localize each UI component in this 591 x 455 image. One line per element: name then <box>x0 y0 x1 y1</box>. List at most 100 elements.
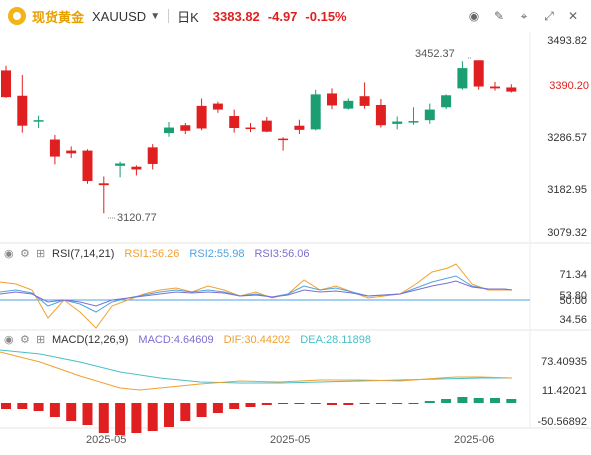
macd-bar <box>473 398 484 403</box>
dea-value: DEA:28.11898 <box>300 334 372 346</box>
macd-bar <box>392 403 403 404</box>
macd-bar <box>408 403 419 404</box>
macd-bar <box>1 403 11 409</box>
candle-body <box>98 183 109 186</box>
macd-axis-label: 11.42021 <box>541 385 587 397</box>
candle-body <box>115 163 126 166</box>
price-axis-label: 3182.95 <box>547 184 587 196</box>
macd-bar <box>278 403 289 404</box>
rsi-title: RSI(7,14,21) <box>52 248 115 260</box>
macd-axis-label: 73.40935 <box>541 356 587 368</box>
candle-body <box>196 105 207 129</box>
rsi3-value: RSI3:56.06 <box>254 248 310 260</box>
price-axis-label: 3493.82 <box>547 35 587 47</box>
header-bar: 现货黄金 XAUUSD ▼ 日K 3383.82 -4.97 -0.15% <box>0 0 591 32</box>
macd-bar <box>196 403 207 417</box>
candle-body <box>278 138 289 141</box>
low-annotation: 3120.77 <box>117 212 157 224</box>
macd-axis-label: -50.56892 <box>537 416 587 428</box>
macd-bar <box>229 403 240 409</box>
gear-icon[interactable]: ⚙ <box>20 248 30 260</box>
macd-bar <box>164 403 174 427</box>
macd-bar <box>441 399 452 403</box>
rsi-axis-label: 71.34 <box>559 269 587 281</box>
candle-body <box>375 104 386 126</box>
candle-body <box>359 96 370 106</box>
expand-icon[interactable]: ⤢ <box>544 9 554 23</box>
macd-histogram <box>1 397 517 435</box>
dif-value: DIF:30.44202 <box>223 334 291 346</box>
macd-bar <box>66 403 77 421</box>
rsi-axis-label: 34.56 <box>559 314 587 326</box>
candle-body <box>164 127 174 134</box>
macd-title: MACD(12,26,9) <box>52 334 129 346</box>
symbol-selector[interactable]: XAUUSD <box>92 8 147 24</box>
rsi-axis-label: 53.80 <box>559 290 587 302</box>
macd-bar <box>180 403 191 421</box>
rsi2-line <box>0 275 513 313</box>
candle-body <box>66 150 77 154</box>
eye-icon[interactable]: ◉ <box>4 248 14 260</box>
expand-icon[interactable]: ⊞ <box>36 334 46 346</box>
chevron-down-icon[interactable]: ▼ <box>150 10 161 22</box>
candle-body <box>441 95 452 108</box>
macd-bar <box>115 403 126 435</box>
price-change: -4.97 <box>267 8 298 24</box>
macd-bar <box>343 403 354 405</box>
rsi-header: ◉ ⚙ ⊞ RSI(7,14,21) RSI1:56.26 RSI2:55.98… <box>4 248 310 260</box>
divider <box>168 9 170 23</box>
candle-body <box>392 121 403 124</box>
macd-bar <box>261 403 272 405</box>
candle-body <box>212 103 223 110</box>
high-annotation: 3452.37 <box>415 48 455 60</box>
macd-bar <box>457 397 468 403</box>
candle-body <box>457 68 468 89</box>
macd-value: MACD:4.64609 <box>138 334 214 346</box>
macd-bar <box>98 403 109 433</box>
rsi1-value: RSI1:56.26 <box>124 248 180 260</box>
macd-bar <box>424 401 435 403</box>
candle-body <box>33 120 44 122</box>
x-axis-label: 2025-05 <box>270 434 311 446</box>
price-axis-label: 3286.57 <box>547 132 587 144</box>
macd-bar <box>310 403 321 404</box>
candle-body <box>147 147 158 164</box>
candle-body <box>1 70 11 98</box>
macd-bar <box>212 403 223 413</box>
candles-group <box>1 60 517 214</box>
candle-body <box>261 120 272 132</box>
candle-body <box>131 166 142 170</box>
eye-icon[interactable]: ◉ <box>468 9 480 23</box>
dea-line <box>0 349 512 384</box>
price-badge: 3390.20 <box>549 80 589 92</box>
macd-bar <box>327 403 337 405</box>
macd-bar <box>245 403 256 407</box>
price-change-pct: -0.15% <box>305 8 347 24</box>
candle-body <box>245 127 256 130</box>
price-axis-label: 3079.32 <box>547 227 587 239</box>
macd-bar <box>359 403 370 404</box>
candle-body <box>506 87 517 92</box>
gear-icon[interactable]: ⚙ <box>20 334 30 346</box>
macd-header: ◉ ⚙ ⊞ MACD(12,26,9) MACD:4.64609 DIF:30.… <box>4 334 371 346</box>
candle-body <box>343 100 354 109</box>
cursor-icon[interactable]: ⌖ <box>520 9 528 23</box>
eye-icon[interactable]: ◉ <box>4 334 14 346</box>
candle-body <box>408 121 419 123</box>
candle-body <box>490 86 500 89</box>
close-icon[interactable]: ✕ <box>567 9 579 23</box>
macd-bar <box>506 399 517 403</box>
pencil-icon[interactable]: ✎ <box>493 9 505 23</box>
rsi2-value: RSI2:55.98 <box>189 248 245 260</box>
last-price: 3383.82 <box>212 8 260 24</box>
candle-body <box>17 95 28 126</box>
period-selector[interactable]: 日K <box>177 9 199 25</box>
macd-bar <box>131 403 142 433</box>
expand-icon[interactable]: ⊞ <box>36 248 46 260</box>
dif-line <box>0 351 513 391</box>
rsi-axis-label: 50.00 <box>559 295 587 307</box>
macd-bar <box>49 403 60 417</box>
candle-body <box>424 109 435 121</box>
gold-logo-icon <box>8 7 26 25</box>
